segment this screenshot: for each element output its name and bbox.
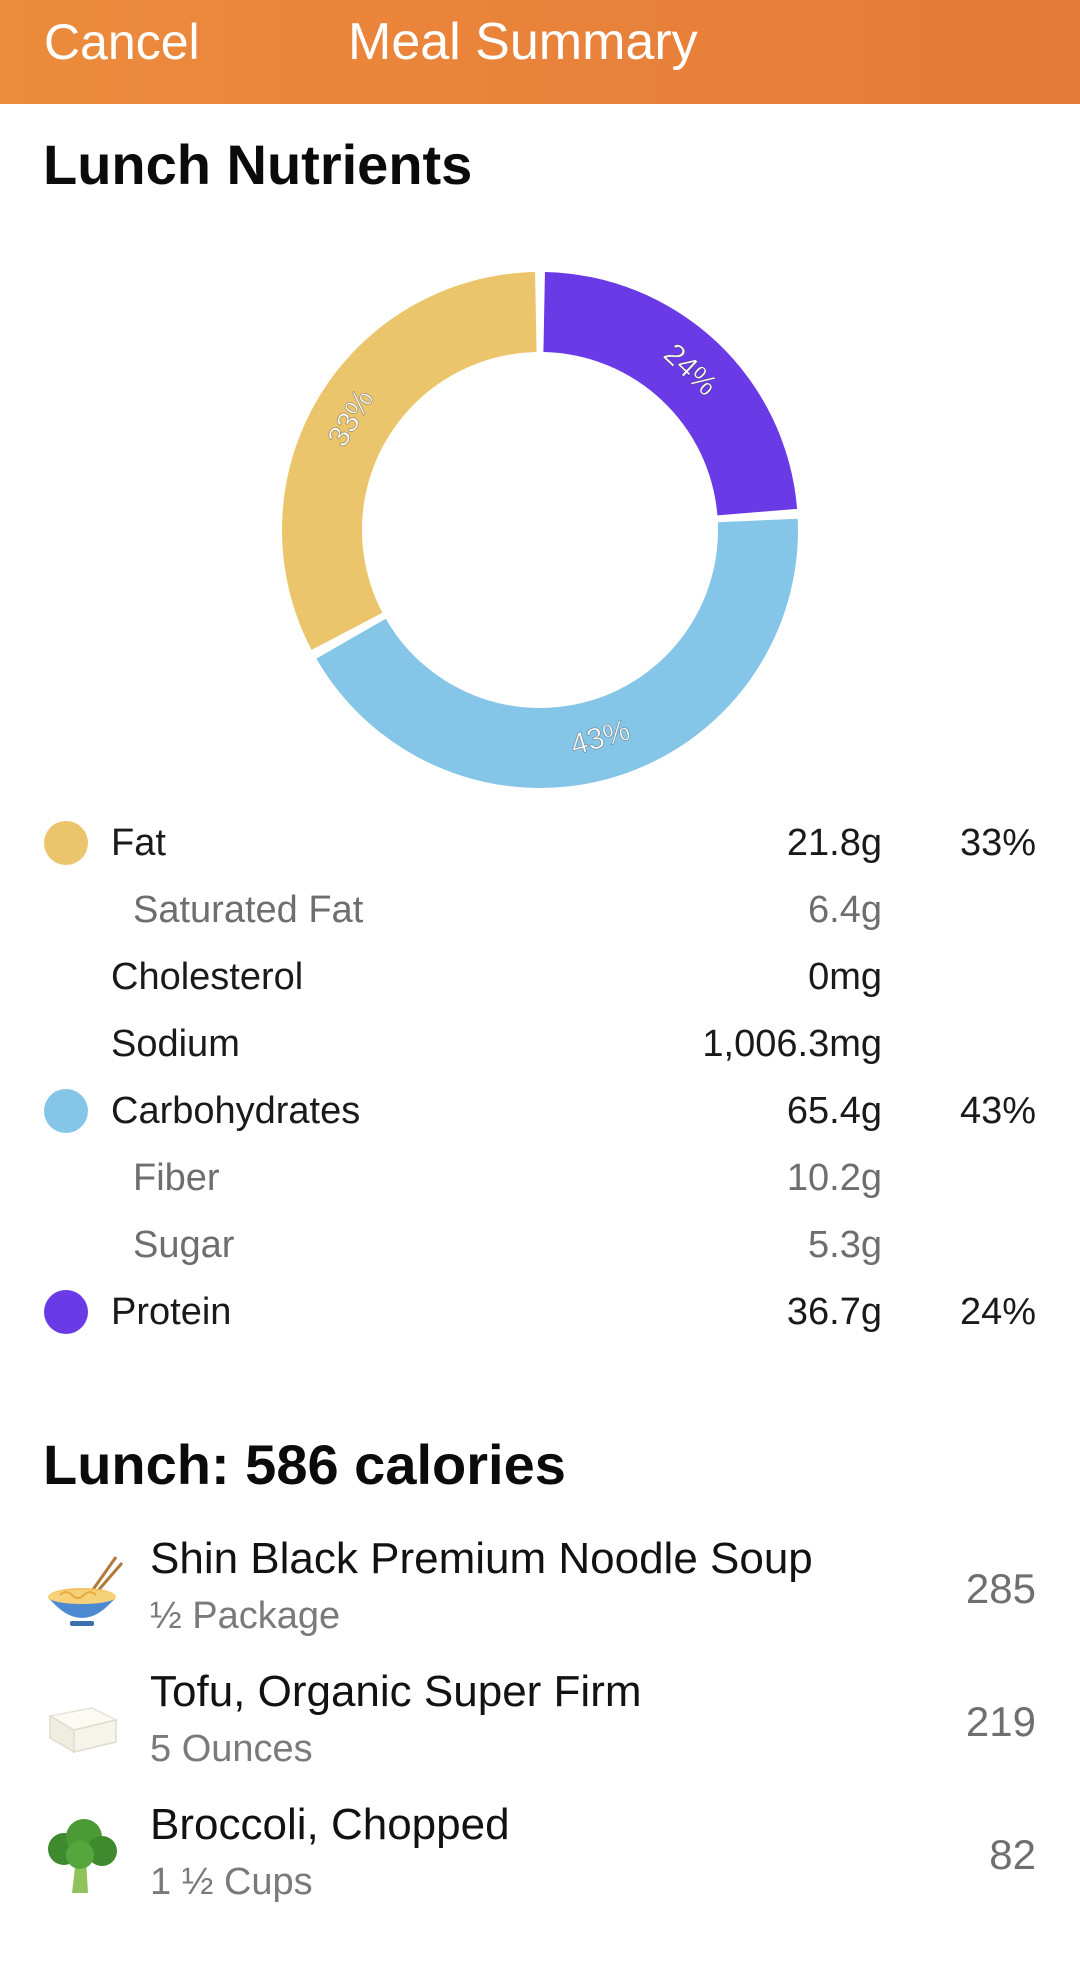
cancel-button[interactable]: Cancel <box>44 14 200 70</box>
nutrient-row-saturated-fat: Saturated Fat 6.4g <box>0 877 1080 943</box>
nutrient-row-fiber: Fiber 10.2g <box>0 1145 1080 1211</box>
nutrient-value: 5.3g <box>808 1224 882 1266</box>
food-calories: 82 <box>989 1831 1036 1878</box>
food-quantity: ½ Package <box>150 1595 341 1637</box>
nutrient-label: Sodium <box>111 1023 240 1065</box>
nutrient-label: Saturated Fat <box>133 889 364 931</box>
protein-color-dot <box>44 1290 88 1334</box>
food-quantity: 5 Ounces <box>150 1728 313 1770</box>
food-calories: 219 <box>965 1698 1036 1745</box>
macronutrient-donut-chart: 24%43%33% <box>282 272 798 788</box>
tofu-icon <box>47 1707 119 1754</box>
meal-calories-title: Lunch: 586 calories <box>43 1433 566 1496</box>
food-item-tofu[interactable]: Tofu, Organic Super Firm 5 Ounces 219 <box>0 1658 1080 1788</box>
nutrient-percent: 43% <box>959 1090 1036 1132</box>
nutrient-value: 6.4g <box>808 889 882 931</box>
header-bar: Cancel Meal Summary <box>0 0 1080 104</box>
donut-slice-fat <box>282 272 537 650</box>
donut-slice-carbohydrates <box>316 518 798 788</box>
nutrient-value: 21.8g <box>786 822 882 864</box>
nutrient-label: Carbohydrates <box>111 1090 361 1132</box>
nutrient-percent: 33% <box>959 822 1036 864</box>
food-quantity: 1 ½ Cups <box>150 1861 313 1903</box>
nutrient-label: Fat <box>111 822 166 864</box>
fat-color-dot <box>44 821 88 865</box>
nutrient-label: Protein <box>111 1291 232 1333</box>
broccoli-icon <box>48 1819 117 1893</box>
food-name: Tofu, Organic Super Firm <box>150 1667 642 1716</box>
nutrients-section-title: Lunch Nutrients <box>43 133 473 196</box>
nutrient-row-cholesterol: Cholesterol 0mg <box>0 944 1080 1010</box>
nutrient-row-fat: Fat 21.8g 33% <box>0 810 1080 876</box>
food-name: Broccoli, Chopped <box>150 1800 510 1849</box>
nutrient-value: 0mg <box>808 956 882 998</box>
nutrient-row-carbohydrates: Carbohydrates 65.4g 43% <box>0 1078 1080 1144</box>
nutrient-row-sugar: Sugar 5.3g <box>0 1212 1080 1278</box>
nutrient-row-protein: Protein 36.7g 24% <box>0 1279 1080 1345</box>
nutrient-value: 10.2g <box>786 1157 882 1199</box>
nutrient-label: Cholesterol <box>111 956 304 998</box>
page-title: Meal Summary <box>348 13 698 71</box>
nutrient-label: Sugar <box>133 1224 235 1266</box>
donut-slice-protein <box>543 272 798 516</box>
nutrient-value: 36.7g <box>786 1291 882 1333</box>
nutrient-percent: 24% <box>959 1291 1036 1333</box>
nutrient-label: Fiber <box>133 1157 220 1199</box>
food-item-broccoli[interactable]: Broccoli, Chopped 1 ½ Cups 82 <box>0 1791 1080 1921</box>
nutrient-row-sodium: Sodium 1,006.3mg <box>0 1011 1080 1077</box>
food-name: Shin Black Premium Noodle Soup <box>150 1534 813 1583</box>
food-calories: 285 <box>965 1565 1036 1612</box>
noodle-bowl-icon <box>48 1556 124 1626</box>
food-item-noodle-soup[interactable]: Shin Black Premium Noodle Soup ½ Package… <box>0 1525 1080 1655</box>
nutrient-value: 1,006.3mg <box>702 1023 882 1065</box>
carbohydrates-color-dot <box>44 1089 88 1133</box>
nutrient-value: 65.4g <box>786 1090 882 1132</box>
